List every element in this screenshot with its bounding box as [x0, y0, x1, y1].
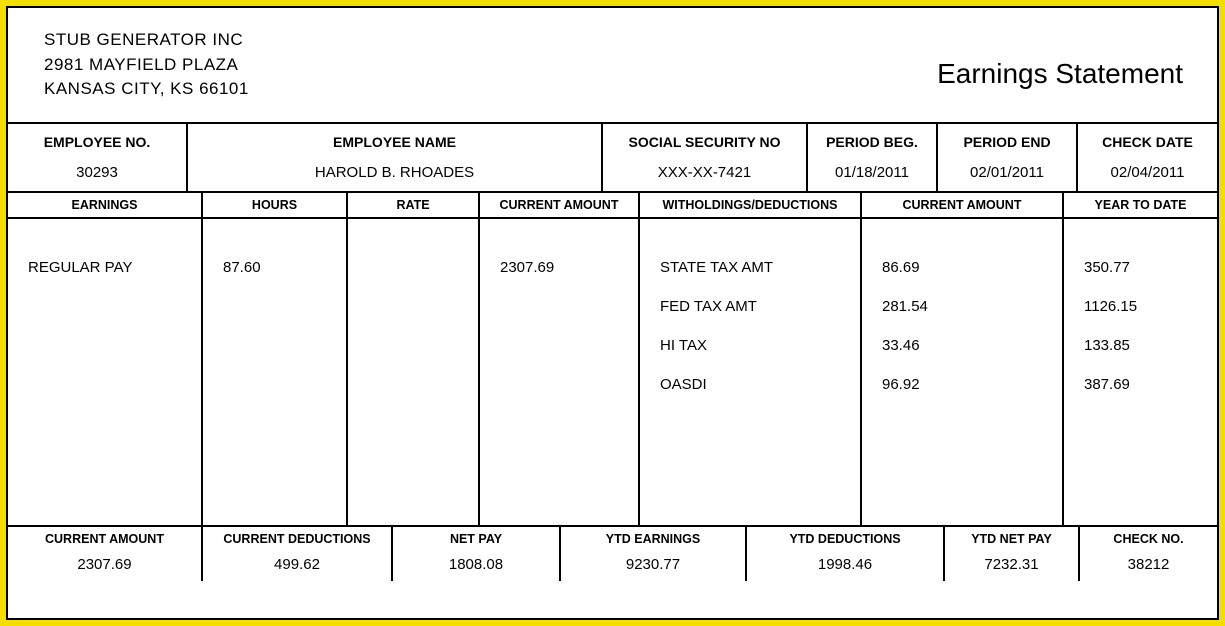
cell-ytd-net-pay: YTD NET PAY 7232.31: [945, 527, 1080, 581]
value-ssn: XXX-XX-7421: [607, 164, 802, 181]
value-check-date: 02/04/2011: [1082, 164, 1213, 181]
ded-hi-tax: HI TAX: [660, 337, 860, 354]
ded-oasdi-ytd: 387.69: [1084, 376, 1217, 393]
label-period-end: PERIOD END: [942, 134, 1072, 150]
cell-ytd-earnings: YTD EARNINGS 9230.77: [561, 527, 747, 581]
cell-check-date: CHECK DATE 02/04/2011: [1078, 124, 1217, 191]
label-net-pay: NET PAY: [395, 532, 557, 546]
value-ytd-deductions: 1998.46: [749, 556, 941, 573]
value-employee-no: 30293: [12, 164, 182, 181]
col-hours: 87.60: [203, 219, 348, 525]
label-ytd-earnings: YTD EARNINGS: [563, 532, 743, 546]
ded-fed-tax: FED TAX AMT: [660, 298, 860, 315]
value-net-pay: 1808.08: [395, 556, 557, 573]
ded-hi-tax-cur: 33.46: [882, 337, 1062, 354]
cell-total-current-amount: CURRENT AMOUNT 2307.69: [8, 527, 203, 581]
label-employee-name: EMPLOYEE NAME: [192, 134, 597, 150]
cell-check-no: CHECK NO. 38212: [1080, 527, 1217, 581]
cell-ytd-deductions: YTD DEDUCTIONS 1998.46: [747, 527, 945, 581]
value-period-end: 02/01/2011: [942, 164, 1072, 181]
col-current-amount: 2307.69: [480, 219, 640, 525]
label-period-begin: PERIOD BEG.: [812, 134, 932, 150]
cell-employee-no: EMPLOYEE NO. 30293: [8, 124, 188, 191]
label-total-current-amount: CURRENT AMOUNT: [10, 532, 199, 546]
earnings-type: REGULAR PAY: [28, 259, 201, 276]
ded-hi-tax-ytd: 133.85: [1084, 337, 1217, 354]
header-ded-current: CURRENT AMOUNT: [862, 193, 1064, 217]
value-current-deductions: 499.62: [205, 556, 389, 573]
header-ytd: YEAR TO DATE: [1064, 193, 1217, 217]
value-ytd-net-pay: 7232.31: [947, 556, 1076, 573]
header-earnings: EARNINGS: [8, 193, 203, 217]
label-ytd-deductions: YTD DEDUCTIONS: [749, 532, 941, 546]
columns-header-row: EARNINGS HOURS RATE CURRENT AMOUNT WITHO…: [8, 193, 1217, 219]
current-amount-value: 2307.69: [500, 259, 638, 276]
ded-oasdi-cur: 96.92: [882, 376, 1062, 393]
value-total-current-amount: 2307.69: [10, 556, 199, 573]
cell-employee-name: EMPLOYEE NAME HAROLD B. RHOADES: [188, 124, 603, 191]
label-ytd-net-pay: YTD NET PAY: [947, 532, 1076, 546]
cell-period-begin: PERIOD BEG. 01/18/2011: [808, 124, 938, 191]
employee-info-row: EMPLOYEE NO. 30293 EMPLOYEE NAME HAROLD …: [8, 124, 1217, 193]
col-rate: [348, 219, 480, 525]
header: STUB GENERATOR INC 2981 MAYFIELD PLAZA K…: [8, 8, 1217, 124]
value-ytd-earnings: 9230.77: [563, 556, 743, 573]
cell-period-end: PERIOD END 02/01/2011: [938, 124, 1078, 191]
value-check-no: 38212: [1082, 556, 1215, 573]
col-ded-current: 86.69 281.54 33.46 96.92: [862, 219, 1064, 525]
company-name: STUB GENERATOR INC: [44, 28, 249, 53]
cell-current-deductions: CURRENT DEDUCTIONS 499.62: [203, 527, 393, 581]
hours-value: 87.60: [223, 259, 346, 276]
ded-state-tax-ytd: 350.77: [1084, 259, 1217, 276]
paystub-sheet: STUB GENERATOR INC 2981 MAYFIELD PLAZA K…: [6, 6, 1219, 620]
col-deductions: STATE TAX AMT FED TAX AMT HI TAX OASDI: [640, 219, 862, 525]
ded-fed-tax-cur: 281.54: [882, 298, 1062, 315]
label-check-no: CHECK NO.: [1082, 532, 1215, 546]
cell-ssn: SOCIAL SECURITY NO XXX-XX-7421: [603, 124, 808, 191]
detail-body: REGULAR PAY 87.60 2307.69 STATE TAX AMT …: [8, 219, 1217, 527]
company-block: STUB GENERATOR INC 2981 MAYFIELD PLAZA K…: [44, 28, 249, 102]
totals-row: CURRENT AMOUNT 2307.69 CURRENT DEDUCTION…: [8, 527, 1217, 581]
company-addr2: KANSAS CITY, KS 66101: [44, 77, 249, 102]
label-employee-no: EMPLOYEE NO.: [12, 134, 182, 150]
col-earnings: REGULAR PAY: [8, 219, 203, 525]
header-deductions: WITHOLDINGS/DEDUCTIONS: [640, 193, 862, 217]
ded-oasdi: OASDI: [660, 376, 860, 393]
label-ssn: SOCIAL SECURITY NO: [607, 134, 802, 150]
header-current-amount: CURRENT AMOUNT: [480, 193, 640, 217]
ded-fed-tax-ytd: 1126.15: [1084, 298, 1217, 315]
header-hours: HOURS: [203, 193, 348, 217]
col-ded-ytd: 350.77 1126.15 133.85 387.69: [1064, 219, 1217, 525]
company-addr1: 2981 MAYFIELD PLAZA: [44, 53, 249, 78]
value-employee-name: HAROLD B. RHOADES: [192, 164, 597, 181]
label-check-date: CHECK DATE: [1082, 134, 1213, 150]
ded-state-tax: STATE TAX AMT: [660, 259, 860, 276]
cell-net-pay: NET PAY 1808.08: [393, 527, 561, 581]
ded-state-tax-cur: 86.69: [882, 259, 1062, 276]
header-rate: RATE: [348, 193, 480, 217]
value-period-begin: 01/18/2011: [812, 164, 932, 181]
label-current-deductions: CURRENT DEDUCTIONS: [205, 532, 389, 546]
document-title: Earnings Statement: [937, 58, 1183, 90]
